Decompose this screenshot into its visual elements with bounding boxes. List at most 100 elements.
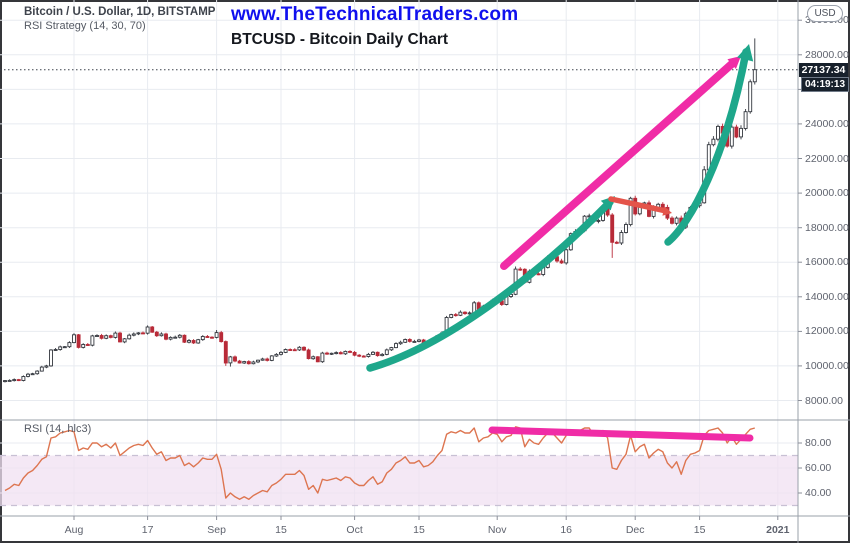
- candle-body: [283, 349, 288, 353]
- candle-body: [412, 340, 417, 343]
- candle-body: [145, 326, 150, 334]
- candle-countdown-badge: 04:19:13: [801, 77, 849, 92]
- candle-body: [743, 111, 748, 129]
- candle-body: [311, 356, 316, 360]
- candle-body: [219, 332, 224, 343]
- candle-body: [660, 203, 665, 208]
- candle-body: [260, 358, 265, 361]
- candle-body: [274, 353, 279, 357]
- candle-body: [610, 214, 615, 243]
- candle-body: [35, 370, 40, 375]
- chart-legend: Bitcoin / U.S. Dollar, 1D, BITSTAMP RSI …: [24, 6, 215, 32]
- candle-body: [164, 333, 168, 340]
- candle-body: [752, 69, 757, 83]
- candle-body: [214, 332, 219, 338]
- candle-body: [467, 312, 472, 315]
- time-axis-label: Dec: [625, 524, 645, 536]
- candle-body: [325, 352, 329, 355]
- candle-body: [463, 311, 467, 315]
- rsi-axis-label: 40.00: [805, 487, 832, 499]
- candle-body: [739, 127, 743, 138]
- price-axis-label: 28000.00: [805, 48, 849, 61]
- rsi-axis-label: 60.00: [805, 462, 832, 474]
- candle-body: [306, 349, 311, 360]
- candle-body: [674, 217, 679, 224]
- price-axis-label: 8000.00: [805, 394, 843, 407]
- candle-body: [366, 353, 371, 357]
- time-axis-label: 2021: [766, 524, 790, 536]
- candle-body: [389, 347, 394, 351]
- candle-body: [159, 333, 164, 337]
- price-axis-label: 24000.00: [805, 117, 849, 130]
- candle-body: [85, 344, 90, 346]
- candle-body: [417, 339, 421, 342]
- candle-body: [16, 379, 21, 382]
- pullback-arrow-red: [608, 196, 669, 214]
- candle-body: [407, 339, 412, 342]
- candle-body: [81, 344, 86, 348]
- rsi-divergence-line-magenta: [488, 426, 754, 442]
- uptrend-arrow-magenta: [500, 58, 738, 270]
- time-axis-label: 15: [275, 524, 287, 536]
- candle-body: [348, 350, 352, 353]
- candle-body: [453, 314, 458, 317]
- candle-body: [619, 232, 624, 244]
- candle-body: [256, 359, 260, 363]
- rsi-indicator-label[interactable]: RSI (14, hlc3): [24, 423, 92, 435]
- candle-body: [76, 334, 81, 348]
- candle-body: [168, 336, 173, 340]
- candle-body: [716, 125, 720, 140]
- candle-body: [398, 341, 403, 345]
- candle-body: [26, 373, 30, 377]
- candle-body: [237, 360, 242, 364]
- candle-body: [269, 355, 274, 361]
- uptrend-curve-teal-main: [366, 198, 614, 372]
- candle-body: [7, 379, 12, 382]
- candle-body: [200, 336, 205, 341]
- candle-body: [246, 361, 251, 365]
- chart-title: BTCUSD - Bitcoin Daily Chart: [231, 31, 449, 48]
- candle-body: [62, 346, 67, 349]
- time-axis-label: Sep: [207, 524, 226, 536]
- candle-body: [44, 365, 49, 368]
- candle-body: [536, 273, 541, 276]
- uptrend-arrow-magenta-head: [727, 56, 741, 69]
- candle-body: [403, 339, 408, 343]
- candle-body: [292, 349, 297, 352]
- candle-body: [205, 336, 210, 338]
- time-axis-label: Nov: [487, 524, 507, 536]
- candle-body: [670, 217, 674, 224]
- candle-body: [279, 351, 283, 355]
- currency-toggle-button[interactable]: USD: [807, 5, 843, 22]
- time-axis-label: 15: [693, 524, 706, 536]
- time-axis-label: 16: [560, 524, 573, 536]
- candle-body: [39, 366, 44, 372]
- rsi-band: [0, 455, 798, 506]
- price-axis-label: 18000.00: [805, 221, 849, 234]
- price-axis-label: 22000.00: [805, 152, 849, 165]
- candle-body: [141, 332, 145, 335]
- candle-body: [154, 331, 159, 337]
- candle-body: [53, 349, 58, 351]
- candle-body: [72, 334, 76, 344]
- candle-body: [614, 241, 619, 244]
- candle-body: [182, 334, 187, 343]
- candle-body: [559, 260, 564, 264]
- legend-strategy-line[interactable]: RSI Strategy (14, 30, 70): [24, 20, 146, 32]
- candle-body: [196, 339, 201, 344]
- price-axis-label: 16000.00: [805, 256, 849, 269]
- candle-body: [394, 343, 398, 349]
- candle-body: [265, 358, 270, 361]
- candle-body: [297, 346, 302, 351]
- candle-body: [12, 379, 17, 382]
- candle-body: [58, 346, 63, 350]
- legend-symbol-line[interactable]: Bitcoin / U.S. Dollar, 1D, BITSTAMP: [24, 6, 216, 18]
- site-title: www.TheTechnicalTraders.com: [231, 4, 519, 25]
- candle-body: [99, 335, 104, 339]
- candle-body: [122, 338, 127, 343]
- candle-body: [108, 335, 113, 338]
- candle-body: [177, 334, 182, 338]
- candle-body: [315, 356, 320, 363]
- candle-body: [90, 335, 95, 346]
